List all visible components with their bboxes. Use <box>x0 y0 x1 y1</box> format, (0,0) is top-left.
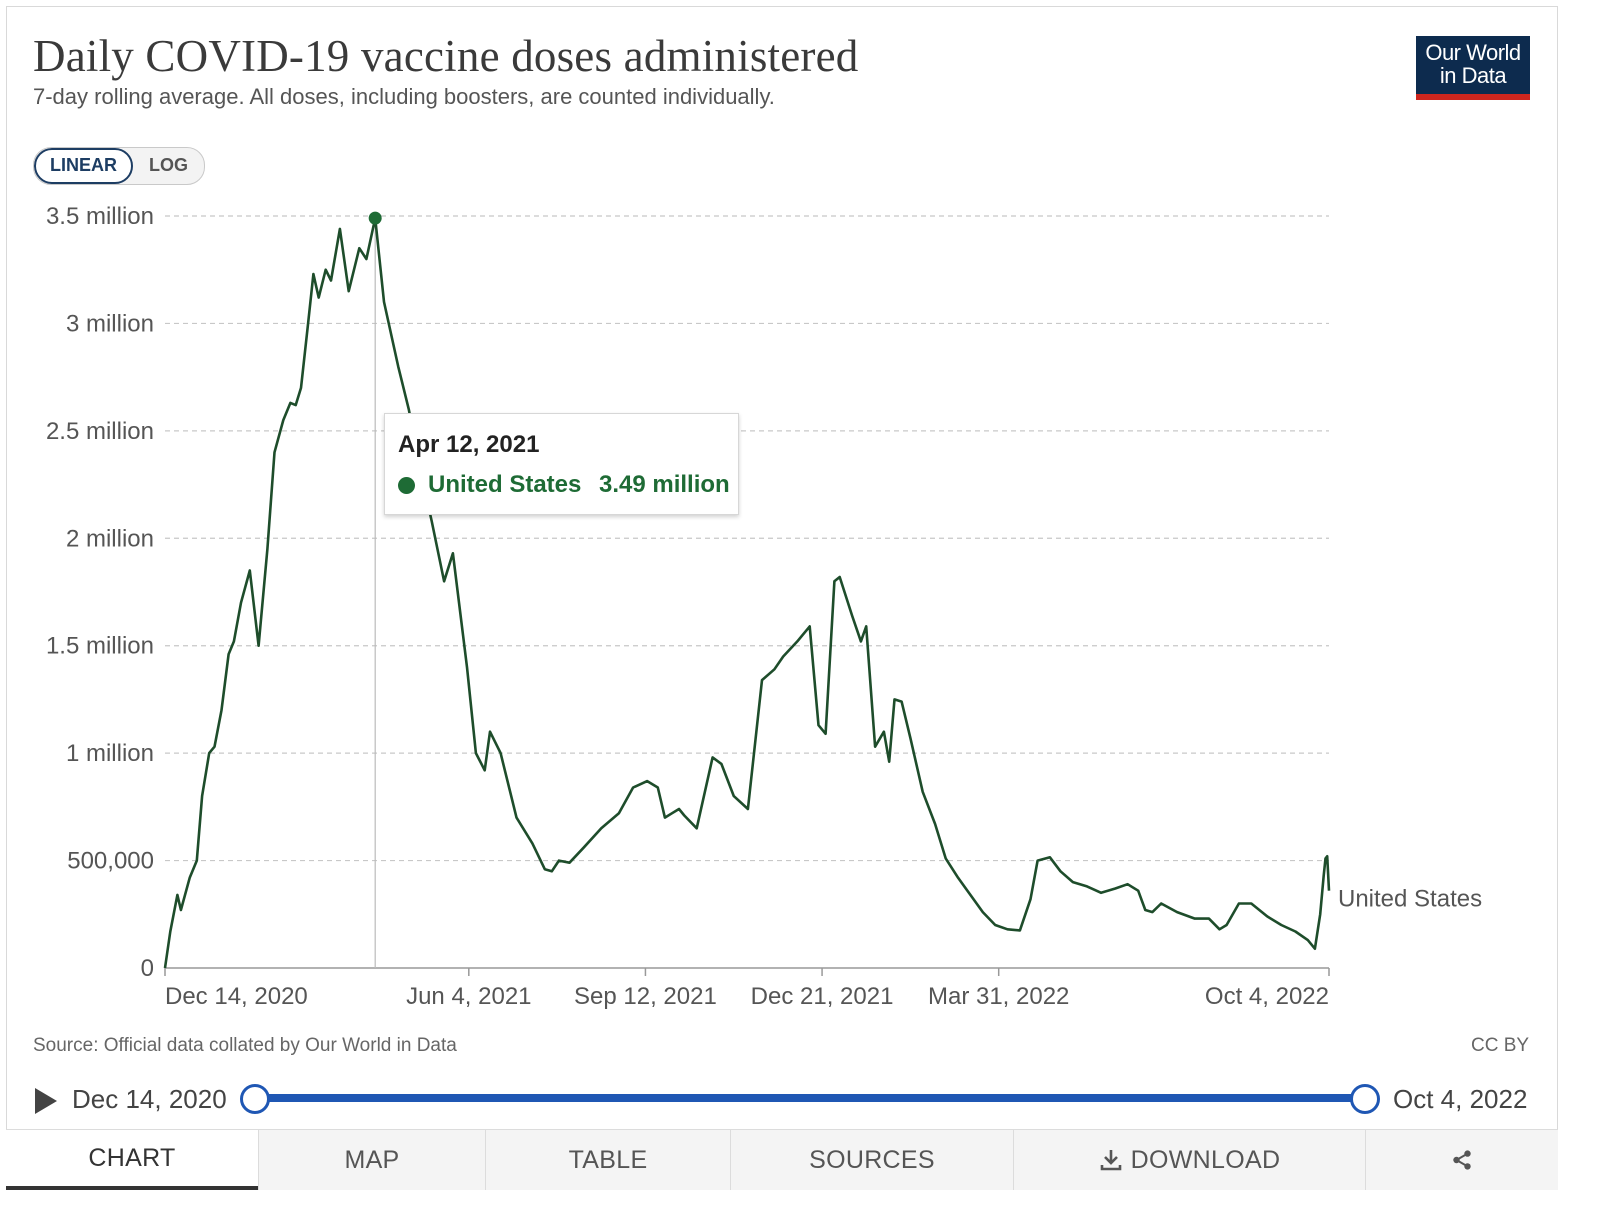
chart-card <box>6 6 1558 1190</box>
play-icon[interactable] <box>35 1088 57 1114</box>
x-tick-label: Jun 4, 2021 <box>406 983 531 1010</box>
y-tick-label: 2 million <box>66 525 154 552</box>
logo-line-1: Our World <box>1425 40 1521 65</box>
y-tick-label: 2.5 million <box>46 418 154 445</box>
tab-download-label: DOWNLOAD <box>1130 1145 1281 1174</box>
timeline-end-handle[interactable] <box>1350 1084 1380 1114</box>
y-tick-label: 500,000 <box>67 848 154 875</box>
series-line-united-states <box>163 216 1331 969</box>
chart-subtitle: 7-day rolling average. All doses, includ… <box>33 84 775 109</box>
x-tick-label: Mar 31, 2022 <box>928 983 1069 1010</box>
tab-chart[interactable]: CHART <box>6 1130 258 1190</box>
timeline-start-handle[interactable] <box>240 1084 270 1114</box>
tab-share[interactable] <box>1365 1130 1558 1190</box>
y-tick-label: 1.5 million <box>46 633 154 660</box>
scale-toggle: LINEAR LOG <box>33 147 205 185</box>
log-scale-button[interactable]: LOG <box>149 155 188 175</box>
tab-table[interactable]: TABLE <box>485 1130 730 1190</box>
linear-scale-button[interactable]: LINEAR <box>34 148 133 184</box>
x-tick-label: Sep 12, 2021 <box>574 983 717 1010</box>
tooltip-series-name: United States <box>428 471 582 498</box>
tab-bar: CHART MAP TABLE SOURCES DOWNLOAD <box>6 1129 1558 1190</box>
x-tick-label: Dec 14, 2020 <box>165 983 308 1010</box>
timeline-end-label: Oct 4, 2022 <box>1393 1084 1528 1114</box>
tab-map[interactable]: MAP <box>258 1130 485 1190</box>
tab-download[interactable]: DOWNLOAD <box>1013 1130 1365 1190</box>
series-end-label: United States <box>1338 886 1482 913</box>
share-icon <box>1453 1150 1471 1170</box>
logo-line-2: in Data <box>1439 63 1507 88</box>
chart-title: Daily COVID-19 vaccine doses administere… <box>33 31 859 81</box>
tooltip-value: 3.49 million <box>599 471 730 498</box>
y-tick-label: 0 <box>141 955 154 982</box>
x-tick-label: Oct 4, 2022 <box>1205 983 1329 1010</box>
tooltip-series-dot-icon <box>398 477 415 494</box>
tab-sources[interactable]: SOURCES <box>730 1130 1013 1190</box>
download-icon <box>1100 1150 1121 1171</box>
timeline: Dec 14, 2020 Oct 4, 2022 <box>30 1078 1540 1122</box>
highlight-point <box>368 211 382 225</box>
x-tick-label: Dec 21, 2021 <box>751 983 894 1010</box>
tooltip: Apr 12, 2021 United States 3.49 million <box>384 413 739 515</box>
source-note: Source: Official data collated by Our Wo… <box>33 1035 457 1056</box>
y-tick-label: 3.5 million <box>46 203 154 230</box>
y-tick-label: 1 million <box>66 740 154 767</box>
timeline-start-label: Dec 14, 2020 <box>72 1084 227 1114</box>
license-link[interactable]: CC BY <box>1471 1035 1530 1056</box>
owid-logo[interactable]: Our World in Data <box>1416 36 1530 100</box>
line-chart[interactable]: 0 500,000 1 million 1.5 million 2 million 2.5… <box>0 0 1600 1030</box>
timeline-track[interactable] <box>254 1094 1364 1102</box>
y-tick-label: 3 million <box>66 310 154 337</box>
tooltip-date: Apr 12, 2021 <box>398 431 540 458</box>
